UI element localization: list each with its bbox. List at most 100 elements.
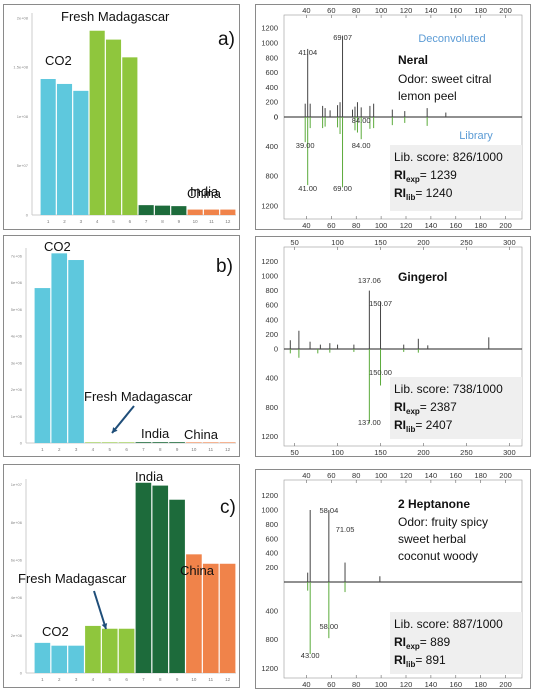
y-tick-label: 800 bbox=[265, 520, 278, 529]
panel-tag: b) bbox=[216, 256, 233, 277]
bar bbox=[40, 79, 56, 216]
y-tick-label: 200 bbox=[265, 98, 278, 107]
y-tick-label: 200 bbox=[265, 330, 278, 339]
mass-spectrum-neral: 40 40 60 60 80 80 100 100 120 120 140 140 160 160 180 1… bbox=[261, 6, 523, 229]
x-tick-label: 200 bbox=[499, 6, 512, 15]
bar bbox=[73, 90, 89, 215]
y-tick-label: 600 bbox=[265, 301, 278, 310]
y-tick-label: 2e+06 bbox=[11, 633, 23, 638]
bar-chart-panel-c: 0 2e+06 4e+06 6e+06 8e+06 1e+07 1 2 3 4 5 6 7 8 9 10 11 1… bbox=[3, 464, 240, 688]
x-tick-label: 40 bbox=[302, 471, 310, 480]
compound-name: Neral bbox=[398, 53, 428, 67]
arrow-head bbox=[112, 427, 118, 433]
y-tick-label: 800 bbox=[265, 403, 278, 412]
x-tick-label: 80 bbox=[352, 6, 360, 15]
x-tick-label: 6 bbox=[125, 677, 128, 682]
x-tick-label: 100 bbox=[375, 6, 388, 15]
peak-label: 84.00 bbox=[352, 116, 371, 125]
x-tick-label: 60 bbox=[327, 221, 335, 229]
bar bbox=[51, 253, 68, 443]
x-tick-label: 9 bbox=[176, 447, 179, 452]
peak-label: 58.00 bbox=[319, 622, 338, 631]
bar bbox=[68, 645, 84, 673]
x-tick-label: 180 bbox=[474, 221, 487, 229]
peak-label: 39.00 bbox=[296, 141, 315, 150]
peak-label: 150.07 bbox=[369, 299, 392, 308]
x-tick-label: 1 bbox=[41, 677, 44, 682]
ri-symbol: RI bbox=[394, 186, 406, 200]
bar bbox=[186, 442, 202, 443]
ri-lib: RIlib= 2407 bbox=[394, 418, 453, 434]
y-tick-label: 800 bbox=[265, 53, 278, 62]
x-tick-label: 60 bbox=[327, 6, 335, 15]
x-tick-label: 140 bbox=[425, 221, 438, 229]
x-tick-label: 100 bbox=[331, 238, 344, 247]
x-tick-label: 150 bbox=[374, 238, 387, 247]
x-tick-label: 60 bbox=[327, 471, 335, 480]
mass-spectrum-gingerol: 50 50 100 100 150 150 200 200 250 250 300 300 1200 10… bbox=[261, 238, 523, 456]
ri-exp-value: = 1239 bbox=[420, 168, 457, 182]
y-tick-label: 4e+06 bbox=[11, 334, 23, 339]
x-tick-label: 120 bbox=[400, 221, 413, 229]
ri-symbol: RI bbox=[394, 418, 406, 432]
x-tick-label: 50 bbox=[290, 448, 298, 456]
x-tick-label: 80 bbox=[352, 221, 360, 229]
y-tick-label: 400 bbox=[265, 606, 278, 615]
x-tick-label: 200 bbox=[499, 471, 512, 480]
bar bbox=[202, 442, 219, 443]
x-tick-label: 200 bbox=[417, 238, 430, 247]
x-tick-label: 100 bbox=[375, 471, 388, 480]
x-tick-label: 80 bbox=[352, 680, 360, 688]
ri-exp-subscript: exp bbox=[406, 175, 420, 184]
ri-lib-subscript: lib bbox=[406, 425, 415, 434]
x-tick-label: 11 bbox=[208, 447, 213, 452]
y-tick-label: 1000 bbox=[261, 39, 278, 48]
y-tick-label: 5e+07 bbox=[17, 163, 29, 168]
x-tick-label: 160 bbox=[450, 221, 463, 229]
y-tick-label: 600 bbox=[265, 534, 278, 543]
y-tick-label: 1200 bbox=[261, 257, 278, 266]
x-tick-label: 2 bbox=[63, 219, 66, 224]
peak-label: 71.05 bbox=[336, 525, 355, 534]
bar bbox=[101, 628, 118, 673]
bar bbox=[135, 482, 152, 673]
plot-frame bbox=[283, 479, 523, 679]
ri-exp: RIexp= 889 bbox=[394, 635, 450, 651]
y-tick-label: 1e+06 bbox=[11, 414, 23, 419]
ri-exp: RIexp= 2387 bbox=[394, 400, 457, 416]
panel-tag: c) bbox=[220, 497, 236, 518]
y-tick-label: 800 bbox=[265, 286, 278, 295]
bar bbox=[89, 30, 105, 215]
y-tick-label: 8e+06 bbox=[11, 520, 23, 525]
x-tick-label: 3 bbox=[75, 447, 78, 452]
y-tick-label: 1200 bbox=[261, 432, 278, 441]
y-tick-label: 0 bbox=[26, 213, 29, 218]
peak-label: 69.07 bbox=[333, 33, 352, 42]
x-tick-label: 140 bbox=[425, 6, 438, 15]
group-label: China bbox=[180, 563, 215, 578]
library-label: Library bbox=[459, 130, 493, 142]
y-tick-label: 7e+06 bbox=[11, 254, 23, 259]
x-tick-label: 10 bbox=[191, 447, 197, 452]
y-tick-label: 6e+06 bbox=[11, 557, 23, 562]
y-tick-label: 800 bbox=[265, 635, 278, 644]
ri-symbol: RI bbox=[394, 400, 406, 414]
y-tick-label: 1e+08 bbox=[17, 114, 29, 119]
y-tick-label: 1.5e+08 bbox=[13, 65, 28, 70]
y-tick-label: 2e+06 bbox=[11, 387, 23, 392]
x-tick-label: 12 bbox=[225, 219, 231, 224]
x-tick-label: 10 bbox=[193, 219, 199, 224]
bar bbox=[138, 205, 154, 215]
bar bbox=[118, 628, 135, 673]
library-score-box bbox=[390, 377, 522, 439]
group-label: India bbox=[190, 184, 219, 199]
ri-symbol: RI bbox=[394, 653, 406, 667]
x-tick-label: 11 bbox=[209, 219, 214, 224]
group-label: China bbox=[187, 186, 222, 201]
deconvoluted-label: Deconvoluted bbox=[418, 33, 485, 45]
y-tick-label: 0 bbox=[274, 113, 278, 122]
bar bbox=[219, 563, 236, 673]
bar bbox=[34, 642, 51, 673]
peak-label: 137.06 bbox=[358, 276, 381, 285]
